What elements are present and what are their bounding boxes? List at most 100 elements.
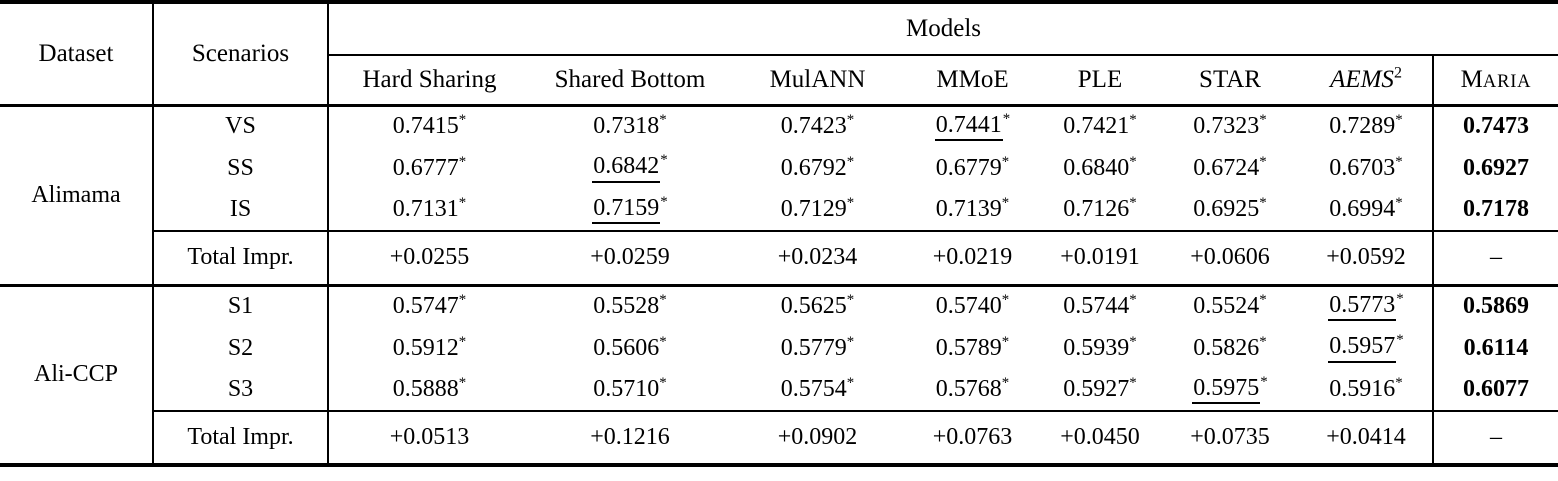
metric-cell: 0.5912* <box>327 327 530 369</box>
metric-cell: 0.6792* <box>780 153 855 181</box>
significance-star: * <box>1395 153 1403 170</box>
significance-star: * <box>1001 153 1010 170</box>
total-impr-row: Total Impr. +0.0513 +0.1216 +0.0902 +0.0763 +… <box>0 410 1558 465</box>
metric-cell: 0.7318* <box>593 112 667 140</box>
total-impr-value: +0.0255 <box>327 230 530 285</box>
metric-cell: 0.6077 <box>1432 369 1558 411</box>
metric-cell: 0.6927 <box>1432 147 1558 189</box>
significance-star: * <box>1129 375 1137 391</box>
significance-star: * <box>1129 153 1137 170</box>
metric-cell: 0.5869 <box>1432 285 1558 327</box>
significance-star: * <box>458 195 467 211</box>
total-impr-value: +0.1216 <box>530 410 730 465</box>
significance-star: * <box>659 112 667 129</box>
metric-cell: 0.5740* <box>935 292 1010 320</box>
col-header-maria: MARIA <box>1432 55 1558 105</box>
metric-cell: 0.5710* <box>593 375 667 402</box>
scenario-label: S1 <box>152 285 328 327</box>
col-header-scenarios: Scenarios <box>152 2 328 105</box>
metric-cell: 0.5826* <box>1193 333 1267 361</box>
significance-star: * <box>659 375 667 391</box>
metric-cell: 0.7129* <box>780 195 855 222</box>
significance-star: * <box>1001 333 1010 350</box>
col-header-aems: AEMS2 <box>1330 64 1402 93</box>
significance-star: * <box>1129 292 1137 309</box>
metric-cell: 0.6842* <box>530 147 730 189</box>
metric-cell: 0.7421* <box>1063 112 1137 140</box>
metric-cell: 0.6777* <box>327 147 530 189</box>
significance-star: * <box>458 375 467 391</box>
scenario-label: IS <box>152 189 328 231</box>
section-alimama: Alimama VS 0.7415* 0.7318* 0.7423* 0.7441* 0.7… <box>0 105 1558 285</box>
significance-star: * <box>1259 292 1267 309</box>
total-impr-value: +0.0592 <box>1300 230 1433 285</box>
total-impr-value: +0.0606 <box>1160 230 1300 285</box>
metric-cell: 0.7473 <box>1432 105 1558 147</box>
col-header-mmoe: MMoE <box>936 65 1009 93</box>
col-header-star: STAR <box>1199 65 1261 93</box>
metric-cell: 0.6925* <box>1193 195 1267 222</box>
data-row-s3: S3 0.5888* 0.5710* 0.5754* 0.5768* 0.5927* 0.5… <box>0 369 1558 411</box>
total-impr-value: +0.0763 <box>905 410 1040 465</box>
significance-star: * <box>458 153 467 170</box>
total-impr-value: +0.0450 <box>1040 410 1160 465</box>
data-row-is: IS 0.7131* 0.7159* 0.7129* 0.7139* 0.7126* 0.6… <box>0 189 1558 231</box>
significance-star: * <box>1395 375 1403 391</box>
significance-star: * <box>660 152 668 169</box>
metric-cell: 0.5789* <box>935 333 1010 361</box>
col-header-dataset: Dataset <box>38 39 114 67</box>
total-impr-label: Total Impr. <box>152 410 328 465</box>
significance-star: * <box>1129 112 1137 129</box>
metric-cell: 0.5768* <box>935 375 1010 402</box>
total-impr-value: +0.0735 <box>1160 410 1300 465</box>
metric-cell: 0.7139* <box>935 195 1010 222</box>
section-ali-ccp: Ali-CCP S1 0.5747* 0.5528* 0.5625* 0.5740* 0.5… <box>0 285 1558 465</box>
total-impr-value: +0.0234 <box>730 230 905 285</box>
total-impr-label: Total Impr. <box>152 230 328 285</box>
metric-cell: 0.7126* <box>1063 195 1137 222</box>
significance-star: * <box>846 153 855 170</box>
metric-cell: 0.7289* <box>1329 112 1403 140</box>
significance-star: * <box>1129 195 1137 211</box>
metric-cell: 0.6724* <box>1193 153 1267 181</box>
metric-cell: 0.6703* <box>1329 153 1403 181</box>
metric-cell: 0.5957* <box>1300 327 1433 369</box>
metric-cell: 0.5528* <box>593 292 667 320</box>
significance-star: * <box>458 333 467 350</box>
metric-cell: 0.5916* <box>1329 375 1403 402</box>
significance-star: * <box>1259 112 1267 129</box>
metric-cell: 0.5773* <box>1300 285 1433 327</box>
dataset-label: Alimama <box>31 181 121 208</box>
significance-star: * <box>846 292 855 309</box>
significance-star: * <box>1260 373 1268 390</box>
significance-star: * <box>458 112 467 129</box>
metric-cell: 0.7441* <box>905 105 1040 147</box>
metric-cell: 0.5625* <box>780 292 855 320</box>
significance-star: * <box>1259 153 1267 170</box>
significance-star: * <box>660 193 668 210</box>
metric-cell: 0.7131* <box>327 189 530 231</box>
metric-cell: 0.6840* <box>1063 153 1137 181</box>
metric-cell: 0.6779* <box>935 153 1010 181</box>
metric-cell: 0.5606* <box>593 333 667 361</box>
significance-star: * <box>1001 195 1010 211</box>
significance-star: * <box>1395 112 1403 129</box>
significance-star: * <box>1396 332 1404 349</box>
metric-cell: 0.5754* <box>780 375 855 402</box>
metric-cell: 0.6114 <box>1432 327 1558 369</box>
scenario-label: SS <box>152 147 328 189</box>
scenario-label: VS <box>152 105 328 147</box>
data-row-vs: Alimama VS 0.7415* 0.7318* 0.7423* 0.7441* 0.7… <box>0 105 1558 208</box>
significance-star: * <box>1129 333 1137 350</box>
metric-cell: 0.6994* <box>1329 195 1403 222</box>
metric-cell: 0.5747* <box>327 285 530 327</box>
metric-cell: 0.5744* <box>1063 292 1137 320</box>
dataset-label: Ali-CCP <box>33 361 119 388</box>
total-impr-value: +0.0259 <box>530 230 730 285</box>
significance-star: * <box>1002 111 1011 128</box>
metric-cell: 0.7423* <box>780 112 855 140</box>
metric-cell: 0.5779* <box>780 333 855 361</box>
col-header-mulann: MulANN <box>769 65 866 93</box>
metric-cell: 0.5927* <box>1063 375 1137 402</box>
